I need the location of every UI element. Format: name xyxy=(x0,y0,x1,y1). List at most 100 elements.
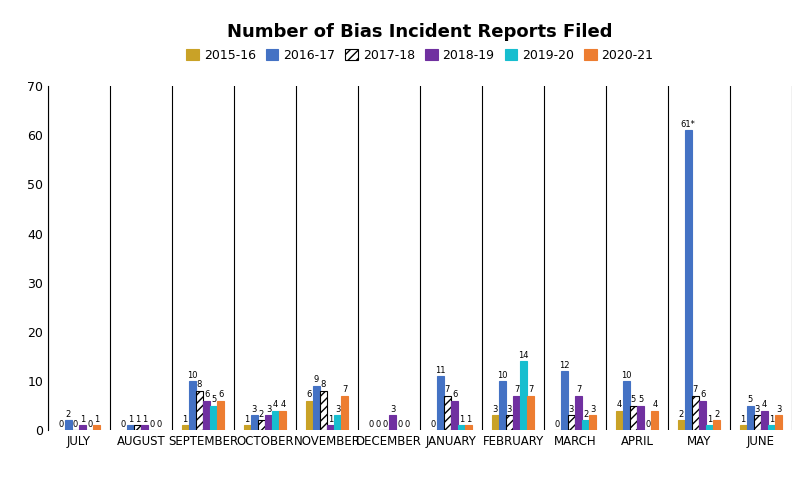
Bar xyxy=(513,396,520,430)
Bar xyxy=(685,130,692,430)
Text: 0: 0 xyxy=(430,420,436,429)
Bar xyxy=(616,411,622,430)
Bar xyxy=(699,401,706,430)
Text: 10: 10 xyxy=(497,370,507,380)
Text: 3: 3 xyxy=(590,405,595,414)
Text: 12: 12 xyxy=(559,361,570,369)
Text: 2: 2 xyxy=(678,410,684,419)
Bar xyxy=(506,415,513,430)
Bar xyxy=(444,396,451,430)
Text: 1: 1 xyxy=(459,415,464,424)
Text: 1: 1 xyxy=(142,415,147,424)
Text: 1: 1 xyxy=(741,415,746,424)
Bar xyxy=(520,361,527,430)
Bar xyxy=(746,406,754,430)
Text: 0: 0 xyxy=(376,420,381,429)
Bar xyxy=(265,415,272,430)
Title: Number of Bias Incident Reports Filed: Number of Bias Incident Reports Filed xyxy=(227,23,613,42)
Bar xyxy=(141,425,148,430)
Bar xyxy=(320,391,327,430)
Bar xyxy=(389,415,396,430)
Bar xyxy=(775,415,782,430)
Bar xyxy=(761,411,768,430)
Text: 6: 6 xyxy=(452,390,458,399)
Text: 5: 5 xyxy=(631,395,636,404)
Bar xyxy=(451,401,458,430)
Bar xyxy=(754,415,761,430)
Text: 4: 4 xyxy=(617,400,622,409)
Text: 0: 0 xyxy=(73,420,78,429)
Bar xyxy=(575,396,582,430)
Text: 7: 7 xyxy=(445,385,450,394)
Text: 3: 3 xyxy=(266,405,271,414)
Text: 3: 3 xyxy=(754,405,760,414)
Bar xyxy=(279,411,286,430)
Text: 2: 2 xyxy=(66,410,71,419)
Text: 3: 3 xyxy=(493,405,498,414)
Text: 5: 5 xyxy=(748,395,753,404)
Text: 3: 3 xyxy=(335,405,340,414)
Text: 0: 0 xyxy=(156,420,162,429)
Text: 6: 6 xyxy=(700,390,706,399)
Text: 1: 1 xyxy=(135,415,140,424)
Bar xyxy=(714,420,720,430)
Text: 9: 9 xyxy=(314,376,319,384)
Bar xyxy=(492,415,498,430)
Text: 1: 1 xyxy=(466,415,471,424)
Text: 6: 6 xyxy=(204,390,210,399)
Bar xyxy=(498,381,506,430)
Bar xyxy=(692,396,699,430)
Text: 0: 0 xyxy=(87,420,92,429)
Bar xyxy=(182,425,189,430)
Bar xyxy=(651,411,658,430)
Text: 1: 1 xyxy=(707,415,712,424)
Text: 8: 8 xyxy=(321,380,326,390)
Bar xyxy=(134,425,141,430)
Text: 5: 5 xyxy=(638,395,643,404)
Text: 3: 3 xyxy=(569,405,574,414)
Bar xyxy=(706,425,714,430)
Bar xyxy=(342,396,348,430)
Text: 4: 4 xyxy=(273,400,278,409)
Text: 10: 10 xyxy=(187,370,198,380)
Text: 7: 7 xyxy=(528,385,534,394)
Bar xyxy=(568,415,575,430)
Bar xyxy=(527,396,534,430)
Text: 14: 14 xyxy=(518,351,529,360)
Text: 11: 11 xyxy=(435,366,446,375)
Bar xyxy=(196,391,203,430)
Text: 1: 1 xyxy=(328,415,333,424)
Bar xyxy=(561,371,568,430)
Text: 6: 6 xyxy=(306,390,312,399)
Text: 3: 3 xyxy=(506,405,512,414)
Bar xyxy=(244,425,250,430)
Bar xyxy=(466,425,472,430)
Text: 10: 10 xyxy=(621,370,631,380)
Text: 4: 4 xyxy=(280,400,286,409)
Bar xyxy=(313,386,320,430)
Text: 7: 7 xyxy=(342,385,347,394)
Text: 1: 1 xyxy=(245,415,250,424)
Bar xyxy=(210,406,218,430)
Text: 4: 4 xyxy=(762,400,767,409)
Legend: 2015-16, 2016-17, 2017-18, 2018-19, 2019-20, 2020-21: 2015-16, 2016-17, 2017-18, 2018-19, 2019… xyxy=(182,44,658,67)
Bar xyxy=(590,415,596,430)
Text: 3: 3 xyxy=(776,405,782,414)
Bar xyxy=(437,376,444,430)
Text: 3: 3 xyxy=(252,405,257,414)
Bar xyxy=(79,425,86,430)
Bar xyxy=(272,411,279,430)
Bar xyxy=(189,381,196,430)
Bar xyxy=(637,406,644,430)
Text: 0: 0 xyxy=(554,420,560,429)
Text: 2: 2 xyxy=(583,410,588,419)
Text: 0: 0 xyxy=(404,420,410,429)
Text: 1: 1 xyxy=(769,415,774,424)
Bar xyxy=(327,425,334,430)
Bar xyxy=(768,425,775,430)
Text: 7: 7 xyxy=(693,385,698,394)
Bar xyxy=(258,420,265,430)
Bar xyxy=(94,425,100,430)
Bar xyxy=(126,425,134,430)
Text: 4: 4 xyxy=(652,400,658,409)
